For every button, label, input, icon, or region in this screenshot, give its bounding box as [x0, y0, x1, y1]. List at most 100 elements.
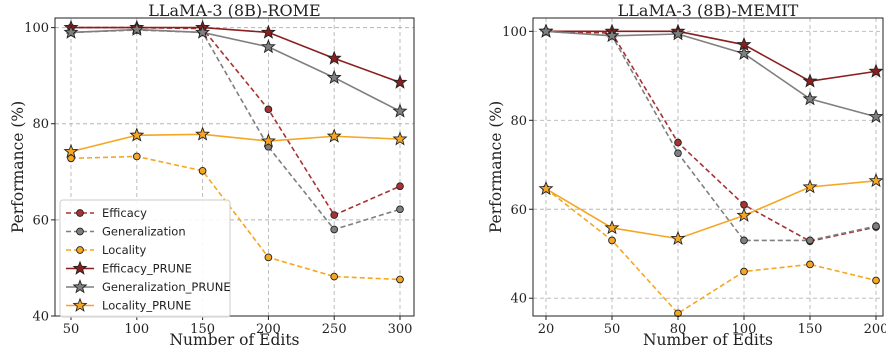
- data-point-locality-prune: [63, 143, 79, 158]
- data-point-generalization-prune: [63, 24, 79, 39]
- data-point-locality: [608, 236, 616, 245]
- legend-marker: [76, 246, 84, 254]
- legend-marker: [72, 279, 88, 294]
- data-point-generalization: [872, 222, 880, 231]
- data-point-locality: [330, 272, 339, 281]
- x-tick-label: 200: [256, 322, 281, 337]
- data-point-locality-prune: [538, 180, 554, 196]
- data-point-locality-prune: [736, 207, 752, 222]
- legend-label: Generalization: [102, 225, 186, 239]
- data-point-efficacy-prune: [392, 74, 408, 89]
- data-point-locality: [264, 253, 273, 262]
- data-point-locality-prune: [326, 128, 342, 143]
- x-tick-label: 80: [670, 322, 687, 337]
- data-point-generalization-prune: [392, 103, 408, 118]
- data-point-locality: [872, 276, 880, 285]
- series-line-generalization: [545, 30, 877, 242]
- data-point-locality-prune: [392, 131, 408, 146]
- data-point-generalization-prune: [802, 91, 818, 106]
- x-tick-label: 100: [124, 322, 149, 337]
- data-point-efficacy-prune: [260, 24, 276, 39]
- x-tick-label: 150: [190, 322, 215, 337]
- data-point-generalization-prune: [260, 38, 276, 54]
- data-point-efficacy-prune: [802, 73, 818, 88]
- data-point-locality: [198, 166, 207, 175]
- data-point-generalization-prune: [129, 21, 145, 36]
- data-point-efficacy-prune: [868, 63, 884, 78]
- legend-label: Efficacy_PRUNE: [102, 262, 192, 276]
- x-tick-label: 50: [63, 322, 80, 337]
- series-line-generalization-prune: [545, 30, 877, 118]
- chart-panel-2: 40 60 80 100 20 50 80 100 150 200 LLaMA-3 (8B)-MEM…: [487, 1, 886, 349]
- axes-frame: [532, 17, 884, 317]
- y-tick-label: 80: [32, 117, 49, 132]
- legend-label: Generalization_PRUNE: [102, 280, 231, 294]
- x-tick-label: 300: [388, 322, 413, 337]
- data-point-generalization: [806, 236, 814, 245]
- series-line-generalization: [70, 29, 401, 231]
- data-point-efficacy: [330, 211, 339, 219]
- x-tick-label: 250: [322, 322, 347, 337]
- data-point-efficacy: [674, 138, 682, 147]
- legend-marker: [72, 260, 88, 275]
- data-point-efficacy: [396, 182, 404, 191]
- series-line-efficacy: [71, 26, 401, 217]
- x-tick-label: 200: [864, 322, 886, 337]
- data-point-locality-prune: [129, 127, 145, 142]
- data-point-locality-prune: [802, 179, 818, 194]
- series-line-efficacy: [545, 30, 877, 243]
- series-line-locality: [70, 155, 401, 281]
- legend-label: Locality_PRUNE: [102, 299, 191, 313]
- data-point-generalization-prune: [326, 69, 342, 84]
- series-line-locality-prune: [70, 133, 401, 153]
- y-tick-label: 80: [510, 114, 527, 129]
- legend-marker: [76, 209, 84, 217]
- series-line-generalization-prune: [70, 28, 401, 112]
- series-line-locality-prune: [545, 179, 877, 240]
- y-tick-label: 40: [510, 292, 527, 307]
- x-tick-label: 20: [538, 322, 555, 337]
- legend-label: Locality: [102, 243, 147, 257]
- data-point-locality-prune: [670, 230, 686, 245]
- x-axis-label: Number of Edits: [643, 331, 773, 349]
- chart-title: LLaMA-3 (8B)-MEMIT: [618, 1, 799, 20]
- data-point-efficacy: [264, 105, 273, 114]
- data-point-generalization-prune: [868, 108, 884, 124]
- data-point-generalization-prune: [604, 27, 620, 43]
- x-tick-label: 150: [798, 322, 823, 337]
- y-axis-label: Performance (%): [487, 101, 505, 233]
- x-tick-label: 100: [732, 322, 757, 337]
- legend-marker: [72, 297, 88, 312]
- data-point-locality: [806, 260, 814, 269]
- data-point-efficacy-prune: [326, 50, 342, 65]
- legend-label: Efficacy: [102, 206, 147, 220]
- y-axis-label: Performance (%): [9, 101, 27, 233]
- data-point-generalization-prune: [538, 23, 554, 38]
- data-point-generalization-prune: [195, 24, 211, 39]
- data-point-generalization: [396, 205, 404, 214]
- data-point-locality-prune: [604, 220, 620, 235]
- data-point-generalization-prune: [670, 26, 686, 41]
- legend: Efficacy Generalization Locality Efficacy_P…: [59, 199, 231, 318]
- y-tick-label: 40: [32, 310, 49, 325]
- y-tick-label: 60: [32, 213, 49, 228]
- chart-title: LLaMA-3 (8B)-ROME: [148, 1, 320, 20]
- axes-frame: [54, 17, 415, 317]
- y-tick-label: 60: [510, 203, 527, 218]
- chart-panel-1: 40 60 80 100 50 100 150 200 250 300 LLaMA-3 (8B)-R…: [9, 1, 415, 349]
- data-point-efficacy: [740, 200, 748, 209]
- legend-box: [59, 199, 231, 318]
- x-axis-label: Number of Edits: [169, 331, 299, 349]
- series-line-efficacy-prune: [71, 26, 401, 84]
- data-point-generalization: [330, 225, 339, 234]
- legend-marker: [76, 227, 84, 236]
- x-tick-label: 50: [604, 322, 621, 337]
- data-point-locality: [740, 267, 748, 276]
- data-point-generalization-prune: [736, 45, 752, 60]
- series-line-efficacy-prune: [546, 30, 877, 82]
- data-point-locality-prune: [195, 126, 211, 141]
- y-tick-label: 100: [24, 21, 49, 36]
- data-point-generalization: [674, 149, 682, 158]
- series-line-locality: [545, 188, 877, 315]
- data-point-locality-prune: [260, 133, 276, 148]
